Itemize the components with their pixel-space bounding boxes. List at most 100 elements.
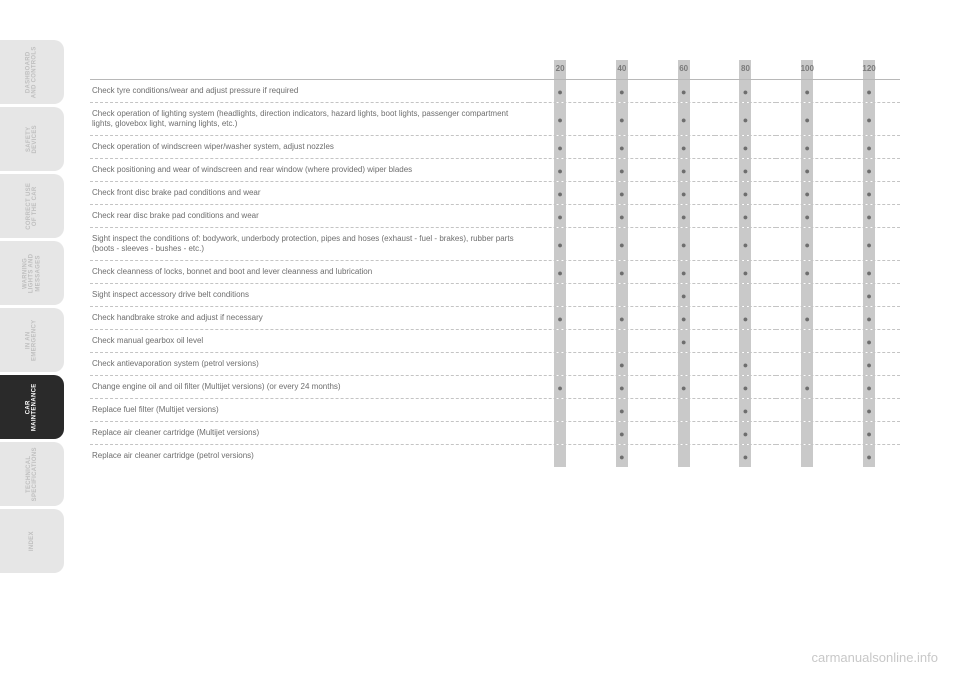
mileage-value: 20 [556,64,565,73]
dot-icon: ● [743,314,748,324]
dot-icon: ● [866,406,871,416]
mark-cell: ● [529,136,591,159]
dot-icon: ● [619,189,624,199]
mark-cell: ● [715,136,777,159]
mark-cell [776,284,838,307]
dot-icon: ● [557,383,562,393]
dot-icon: ● [866,115,871,125]
mark-cell: ● [715,261,777,284]
mark-cell [653,399,715,422]
operation-cell: Check handbrake stroke and adjust if nec… [90,307,529,330]
dot-icon: ● [619,166,624,176]
mark-cell: ● [715,376,777,399]
sidebar-tab-emergency[interactable]: IN ANEMERGENCY [0,308,64,372]
operation-cell: Sight inspect the conditions of: bodywor… [90,228,529,261]
mark-cell: ● [776,136,838,159]
mark-cell: ● [838,205,900,228]
mark-cell: ● [591,353,653,376]
sidebar-tab-index[interactable]: INDEX [0,509,64,573]
dot-icon: ● [743,189,748,199]
sidebar-tab-correct-use[interactable]: CORRECT USEOF THE CAR [0,174,64,238]
mark-cell: ● [776,103,838,136]
sidebar-tab-label: DASHBOARDAND CONTROLS [26,46,39,98]
sidebar-tab-tech[interactable]: TECHNICALSPECIFICATIONS [0,442,64,506]
dot-icon: ● [866,429,871,439]
mark-cell: ● [529,205,591,228]
mark-cell: ● [838,353,900,376]
dot-icon: ● [743,143,748,153]
table-row: Check front disc brake pad conditions an… [90,182,900,205]
mark-cell: ● [838,422,900,445]
dot-icon: ● [866,314,871,324]
dot-icon: ● [805,143,810,153]
dot-icon: ● [805,87,810,97]
sidebar-tab-warning[interactable]: WARNINGLIGHTS ANDMESSAGES [0,241,64,305]
mark-cell [715,284,777,307]
dot-icon: ● [866,212,871,222]
mark-cell: ● [591,205,653,228]
mark-cell: ● [776,228,838,261]
mark-cell: ● [591,80,653,103]
mark-cell: ● [591,399,653,422]
dot-icon: ● [681,240,686,250]
mark-cell: ● [838,103,900,136]
mark-cell: ● [529,182,591,205]
service-schedule-table: 20406080100120 Check tyre conditions/wea… [90,60,900,467]
mark-cell: ● [838,80,900,103]
sidebar-tab-safety[interactable]: SAFETYDEVICES [0,107,64,171]
dot-icon: ● [743,268,748,278]
operation-cell: Check tyre conditions/wear and adjust pr… [90,80,529,103]
dot-icon: ● [557,212,562,222]
dot-icon: ● [805,268,810,278]
mark-cell: ● [776,182,838,205]
sidebar-tab-maintenance[interactable]: CARMAINTENANCE [0,375,64,439]
mark-cell: ● [591,103,653,136]
mark-cell: ● [715,399,777,422]
dot-icon: ● [866,452,871,462]
sidebar-tab-dashboard[interactable]: DASHBOARDAND CONTROLS [0,40,64,104]
dot-icon: ● [805,240,810,250]
column-header-mileage: 80 [715,60,777,80]
table-row: Replace air cleaner cartridge (petrol ve… [90,445,900,468]
dot-icon: ● [619,383,624,393]
dot-icon: ● [805,383,810,393]
mark-cell: ● [715,307,777,330]
dot-icon: ● [866,383,871,393]
dot-icon: ● [557,268,562,278]
dot-icon: ● [866,240,871,250]
mark-cell: ● [838,136,900,159]
mark-cell: ● [529,103,591,136]
operation-cell: Replace air cleaner cartridge (petrol ve… [90,445,529,468]
operation-cell: Check manual gearbox oil level [90,330,529,353]
dot-icon: ● [866,337,871,347]
dot-icon: ● [743,115,748,125]
table-row: Sight inspect the conditions of: bodywor… [90,228,900,261]
dot-icon: ● [743,240,748,250]
table-row: Check antievaporation system (petrol ver… [90,353,900,376]
dot-icon: ● [866,291,871,301]
operation-cell: Check front disc brake pad conditions an… [90,182,529,205]
dot-icon: ● [866,189,871,199]
mark-cell: ● [715,445,777,468]
mileage-value: 40 [617,64,626,73]
mark-cell: ● [715,182,777,205]
dot-icon: ● [557,314,562,324]
dot-icon: ● [866,87,871,97]
mark-cell [653,445,715,468]
mark-cell: ● [838,159,900,182]
sidebar-tab-label: IN ANEMERGENCY [26,319,39,360]
mark-cell: ● [591,445,653,468]
dot-icon: ● [743,406,748,416]
mark-cell: ● [838,330,900,353]
mark-cell: ● [653,284,715,307]
operation-cell: Check rear disc brake pad conditions and… [90,205,529,228]
dot-icon: ● [681,383,686,393]
table-row: Sight inspect accessory drive belt condi… [90,284,900,307]
dot-icon: ● [681,143,686,153]
mark-cell: ● [715,80,777,103]
mileage-value: 60 [679,64,688,73]
dot-icon: ● [681,212,686,222]
sidebar-tab-label: CARMAINTENANCE [26,383,39,431]
table-row: Replace fuel filter (Multijet versions)●… [90,399,900,422]
mark-cell: ● [838,399,900,422]
